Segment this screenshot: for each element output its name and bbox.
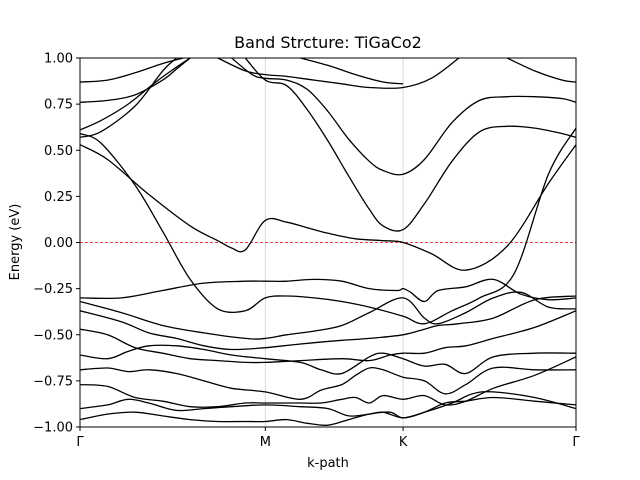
band-line-10 [80, 310, 576, 364]
band-line-12 [80, 366, 576, 400]
chart-title: Band Strcture: TiGaCo2 [234, 33, 422, 52]
band-line-8 [80, 291, 576, 340]
y-axis-label: Energy (eV) [8, 204, 23, 281]
band-line-1 [80, 58, 184, 83]
band-line-9 [80, 295, 576, 351]
band-line-16 [217, 58, 460, 90]
band-lines [80, 58, 576, 426]
band-line-6 [80, 127, 576, 325]
y-tick-label: 1.00 [44, 52, 73, 67]
y-axis-ticks: −1.00 −0.75 −0.50 −0.25 0.00 0.25 0.50 0.75 1.00 [33, 52, 80, 436]
y-tick-label: −1.00 [33, 421, 73, 436]
x-tick-label: Γ [572, 435, 580, 450]
x-tick-label: M [260, 435, 271, 450]
y-tick-label: −0.75 [33, 374, 73, 389]
band-line-17 [231, 58, 576, 176]
band-line-14 [80, 396, 576, 419]
band-line-3 [80, 58, 191, 131]
x-tick-label: K [399, 435, 408, 450]
band-line-2 [80, 58, 191, 103]
y-tick-label: 0.75 [44, 98, 73, 113]
y-tick-label: 0.50 [44, 144, 73, 159]
band-line-4 [80, 58, 177, 138]
x-tick-label: Γ [76, 435, 84, 450]
band-line-18 [244, 58, 576, 232]
band-line-15 [80, 391, 576, 426]
band-line-11 [80, 344, 576, 375]
x-axis-label: k-path [307, 456, 349, 471]
y-tick-label: 0.25 [44, 190, 73, 205]
band-line-20 [506, 58, 576, 83]
band-line-19 [300, 58, 404, 85]
band-line-7 [80, 278, 576, 303]
y-tick-label: −0.50 [33, 328, 73, 343]
band-line-5 [80, 144, 576, 271]
y-tick-label: 0.00 [44, 236, 73, 251]
band-line-13 [80, 356, 576, 408]
y-tick-label: −0.25 [33, 282, 73, 297]
